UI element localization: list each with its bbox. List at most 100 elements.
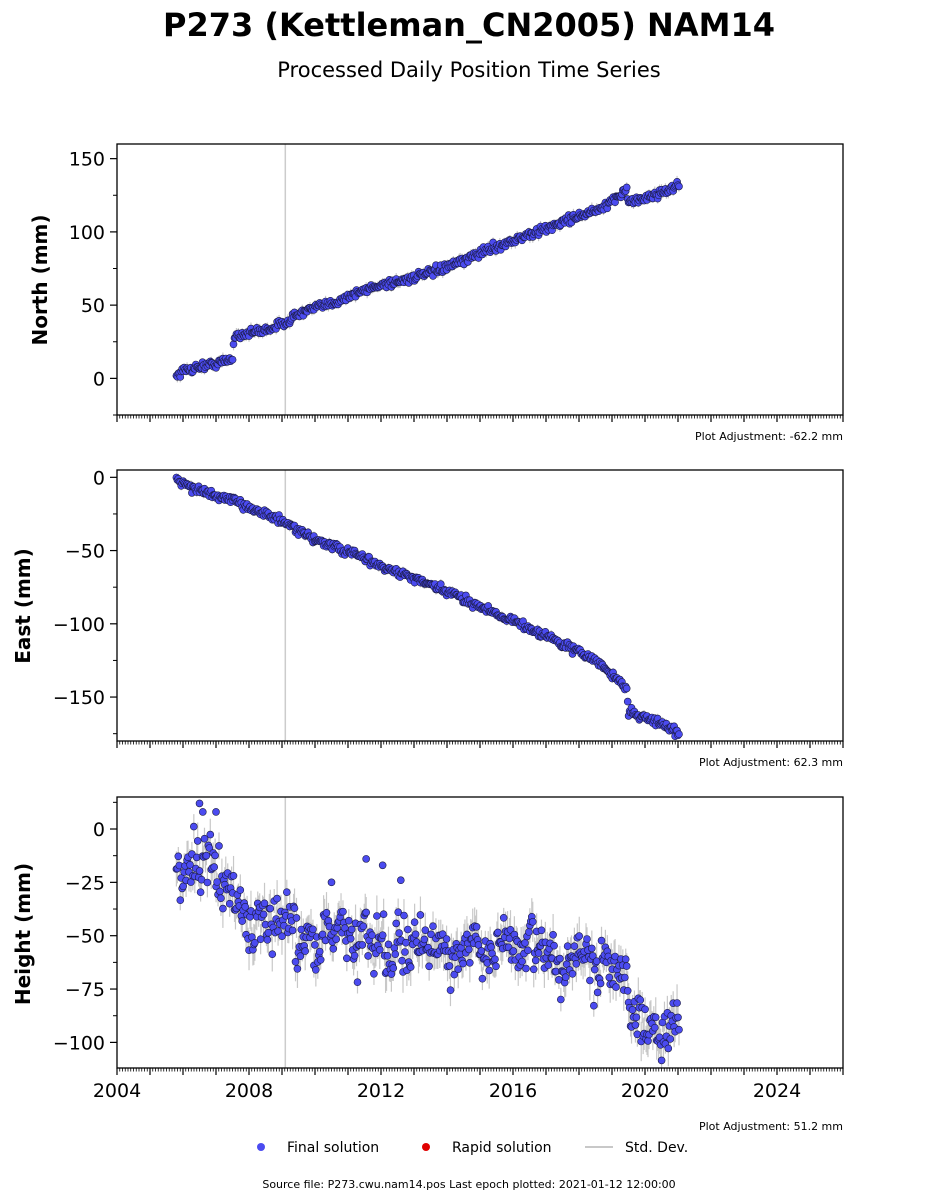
- final-solution-point: [186, 860, 194, 869]
- final-solution-point: [213, 878, 221, 886]
- data-layer: [172, 470, 683, 741]
- final-solution-point: [359, 922, 368, 931]
- final-solution-point: [368, 931, 376, 940]
- final-solution-point: [529, 965, 538, 974]
- final-solution-point: [353, 978, 362, 987]
- final-solution-point: [499, 913, 508, 922]
- final-solution-point: [301, 947, 310, 955]
- final-solution-point: [358, 941, 367, 949]
- final-solution-point: [266, 904, 275, 913]
- chart-title: P273 (Kettleman_CN2005) NAM14: [163, 6, 775, 44]
- final-solution-point: [446, 986, 455, 995]
- height-ylabel: Height (mm): [11, 863, 35, 1005]
- outlier-point: [199, 808, 207, 816]
- final-solution-point: [631, 1021, 640, 1029]
- final-solution-point: [509, 947, 518, 955]
- final-solution-point: [362, 908, 371, 917]
- legend-std-label: Std. Dev.: [625, 1140, 688, 1156]
- final-solution-point: [583, 935, 591, 943]
- final-solution-point: [395, 929, 403, 937]
- final-solution-point: [563, 942, 572, 951]
- final-solution-point: [528, 917, 537, 926]
- final-solution-point: [588, 952, 597, 960]
- final-solution-point: [427, 930, 435, 939]
- x-tick-label: 2012: [357, 1080, 405, 1102]
- final-solution-point: [575, 932, 584, 940]
- y-tick-label: 0: [93, 819, 105, 841]
- east-adjustment: Plot Adjustment: 62.3 mm: [699, 756, 843, 769]
- final-solution-point: [675, 730, 683, 739]
- final-solution-point: [315, 947, 324, 956]
- final-solution-point: [309, 925, 317, 934]
- final-solution-point: [290, 904, 299, 913]
- final-solution-point: [411, 930, 420, 939]
- final-solution-point: [402, 938, 410, 947]
- final-solution-point: [251, 938, 259, 947]
- x-tick-label: 2016: [489, 1080, 537, 1102]
- final-solution-point: [364, 952, 372, 960]
- legend: Final solution Rapid solution Std. Dev.: [257, 1140, 688, 1156]
- final-solution-point: [534, 949, 543, 957]
- final-solution-point: [370, 969, 378, 978]
- final-solution-point: [383, 951, 392, 960]
- final-solution-point: [203, 878, 212, 887]
- final-solution-point: [531, 956, 540, 965]
- final-solution-point: [342, 954, 351, 963]
- final-solution-point: [589, 1001, 598, 1010]
- final-solution-point: [568, 969, 577, 978]
- final-solution-point: [225, 899, 234, 908]
- final-solution-point: [391, 950, 400, 959]
- final-solution-point: [176, 896, 185, 905]
- chart-subtitle: Processed Daily Position Time Series: [277, 58, 661, 82]
- final-solution-point: [398, 956, 406, 965]
- final-solution-point: [205, 844, 214, 852]
- final-solution-point: [347, 925, 356, 934]
- final-solution-point: [478, 974, 487, 983]
- final-solution-point: [420, 935, 429, 944]
- final-solution-point: [274, 927, 282, 935]
- final-solution-point: [236, 886, 245, 894]
- final-solution-point: [263, 935, 272, 944]
- final-solution-point: [650, 1023, 659, 1032]
- x-tick-label: 2004: [93, 1080, 141, 1102]
- final-solution-point: [425, 962, 433, 971]
- final-solution-point: [465, 945, 473, 954]
- y-tick-label: 0: [93, 467, 105, 489]
- final-solution-point: [190, 822, 198, 831]
- east-ylabel: East (mm): [11, 548, 35, 664]
- footer-source: Source file: P273.cwu.nam14.pos Last epo…: [262, 1178, 675, 1191]
- east-panel: East (mm) Plot Adjustment: 62.3 mm 0 −50 −…: [11, 467, 844, 769]
- final-solution-point: [492, 962, 500, 971]
- y-tick-label: −100: [53, 1032, 105, 1054]
- y-tick-label: −50: [65, 926, 105, 948]
- legend-final-marker: [257, 1143, 265, 1151]
- final-solution-point: [622, 684, 631, 693]
- final-solution-point: [346, 934, 355, 943]
- x-tick-label: 2008: [225, 1080, 273, 1102]
- final-solution-point: [522, 964, 530, 973]
- final-solution-point: [410, 918, 419, 927]
- final-solution-point: [322, 908, 331, 917]
- final-solution-point: [394, 908, 403, 917]
- final-solution-point: [550, 941, 558, 950]
- final-solution-point: [421, 926, 430, 935]
- height-adjustment: Plot Adjustment: 51.2 mm: [699, 1120, 843, 1133]
- final-solution-point: [570, 942, 579, 951]
- y-tick-label: −150: [53, 687, 105, 709]
- final-solution-point: [620, 973, 629, 982]
- outlier-point: [327, 878, 336, 887]
- final-solution-point: [590, 965, 599, 974]
- final-solution-point: [217, 894, 225, 903]
- final-solution-point: [521, 939, 529, 947]
- final-solution-point: [485, 966, 494, 975]
- final-solution-point: [291, 957, 300, 966]
- final-solution-point: [465, 958, 474, 967]
- final-solution-point: [623, 697, 632, 706]
- final-solution-point: [392, 919, 401, 928]
- final-solution-point: [491, 955, 499, 964]
- final-solution-point: [211, 851, 219, 860]
- height-panel: Height (mm) Plot Adjustment: 51.2 mm 0 −2…: [11, 796, 844, 1133]
- y-tick-label: 100: [69, 222, 105, 244]
- final-solution-point: [636, 996, 645, 1004]
